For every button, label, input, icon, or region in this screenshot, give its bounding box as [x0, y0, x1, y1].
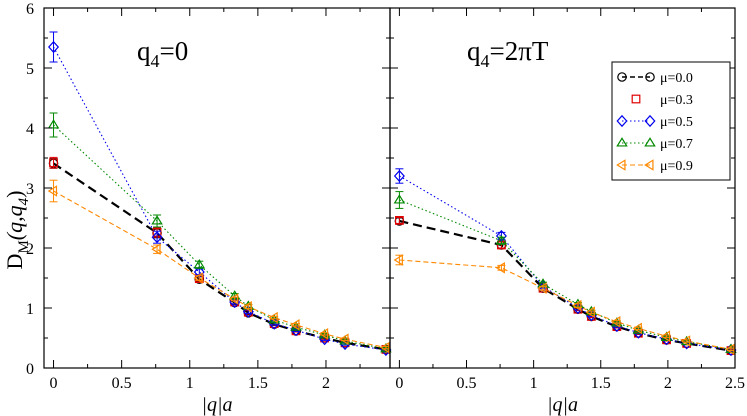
y-tick-label-1: 1	[26, 301, 34, 318]
series-line-p2-4	[399, 259, 732, 350]
x-axis-label-p1: |q|a	[202, 394, 233, 416]
y-tick-label-4: 4	[26, 121, 34, 138]
legend-label-1: μ=0.3	[660, 93, 693, 108]
legend-marker-right-3	[644, 137, 656, 147]
x-tick-label-p1-1: 0.5	[112, 375, 132, 392]
x-tick-label-p1-3: 1.5	[248, 375, 268, 392]
data-point-p2-s2-0	[393, 169, 405, 183]
legend-box	[611, 61, 731, 181]
data-point-p2-s1-0	[394, 216, 404, 225]
data-point-p1-s4-3	[228, 293, 239, 305]
data-point-p1-s4-6	[290, 319, 300, 331]
data-point-p2-s4-0	[393, 254, 403, 266]
series-line-p1-0	[52, 162, 387, 351]
legend-marker-right-2	[644, 114, 656, 128]
series-line-p1-2	[53, 46, 386, 351]
y-tick-label-3: 3	[26, 181, 34, 198]
data-point-p1-s4-0	[47, 185, 58, 197]
legend-label-3: μ=0.7	[660, 137, 693, 152]
y-tick-label-2: 2	[26, 241, 34, 258]
data-point-p2-s4-7	[660, 330, 671, 342]
data-point-p2-s4-5	[611, 316, 621, 328]
y-tick-label-6: 6	[26, 1, 34, 18]
legend-label-4: μ=0.9	[660, 159, 693, 174]
data-point-p2-s4-2	[537, 282, 547, 294]
panel-title-p1: q4=0	[137, 36, 188, 71]
series-line-p2-3	[399, 199, 732, 350]
data-point-p2-s4-1	[495, 262, 505, 274]
legend-marker-right-0	[645, 72, 655, 82]
legend-marker-left-3	[616, 137, 628, 147]
series-line-p1-3	[53, 124, 387, 350]
legend-marker-left-0	[617, 72, 627, 82]
data-point-p2-s3-1	[495, 234, 508, 245]
data-point-p1-s1-0	[49, 158, 58, 168]
legend-label-0: μ=0.0	[660, 71, 693, 86]
data-point-p1-s4-1	[151, 243, 161, 255]
legend-marker-left-4	[616, 159, 626, 171]
data-point-p2-s4-8	[680, 335, 691, 347]
legend-marker-1	[631, 94, 641, 104]
data-point-p2-s4-6	[632, 322, 642, 335]
error-bar-p2-s1-0	[395, 216, 404, 224]
x-tick-label-p1-4: 2	[322, 375, 330, 392]
x-tick-label-p2-5: 2.5	[725, 375, 745, 392]
data-point-p1-s3-0	[47, 119, 60, 129]
data-point-p2-s3-0	[393, 194, 406, 204]
data-point-p1-s3-2	[193, 258, 206, 269]
legend-marker-right-4	[644, 159, 654, 171]
x-axis-label-p2: |q|a	[547, 394, 578, 416]
y-tick-label-5: 5	[26, 61, 34, 78]
y-tick-label-0: 0	[26, 361, 34, 378]
data-point-p2-s4-4	[585, 306, 595, 318]
plot-frame-p2	[389, 7, 736, 369]
data-point-p1-s2-1	[151, 231, 163, 244]
data-point-p1-s2-0	[48, 40, 60, 54]
x-tick-label-p2-4: 2	[664, 375, 672, 392]
data-point-p1-s4-8	[339, 333, 349, 345]
x-tick-label-p2-2: 1	[530, 375, 538, 392]
data-point-p2-s4-9	[725, 343, 735, 356]
x-tick-label-p2-3: 1.5	[591, 375, 611, 392]
plot-frame-p1	[43, 7, 391, 369]
error-bar-p1-s2-0	[49, 31, 58, 63]
data-point-p1-s4-5	[268, 311, 278, 324]
legend-marker-left-2	[616, 114, 628, 128]
data-point-p1-s4-4	[242, 301, 252, 313]
y-axis-label: DM(q,q4)	[2, 191, 32, 270]
series-line-p1-4	[53, 190, 387, 349]
panel-title-p2: q4=2πT	[467, 36, 549, 71]
x-tick-label-p2-0: 0	[395, 375, 403, 392]
x-tick-label-p2-1: 0.5	[457, 375, 477, 392]
data-point-p1-s3-1	[151, 215, 163, 225]
data-point-p1-s4-2	[193, 272, 203, 284]
error-bar-p1-s4-0	[49, 179, 58, 203]
data-point-p1-s4-9	[380, 341, 390, 354]
data-point-p2-s4-3	[572, 299, 582, 312]
x-tick-label-p1-0: 0	[50, 375, 58, 392]
series-line-p2-2	[399, 175, 732, 351]
series-line-p2-0	[399, 219, 732, 352]
error-bar-p1-s3-0	[49, 112, 58, 138]
legend-label-2: μ=0.5	[660, 115, 693, 130]
x-tick-label-p1-2: 1	[186, 375, 194, 392]
data-point-p1-s4-7	[318, 328, 329, 340]
